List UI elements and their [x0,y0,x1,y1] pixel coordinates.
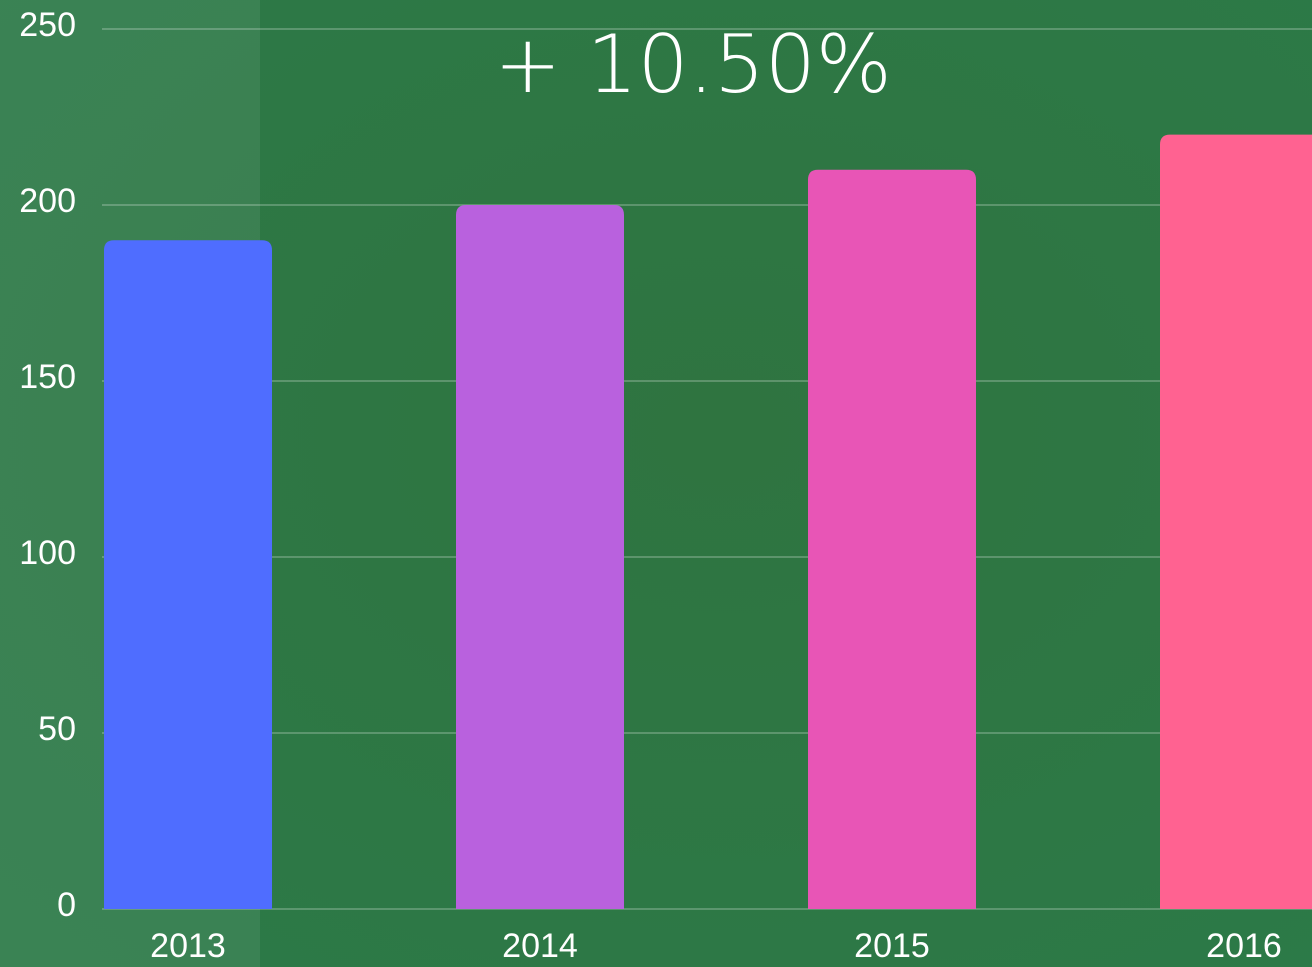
x-tick-label: 2015 [854,927,930,965]
y-tick-label: 200 [19,182,76,220]
y-tick-label: 150 [19,358,76,396]
bar [808,170,976,909]
y-tick-label: 250 [19,6,76,44]
y-tick-label: 0 [57,886,76,924]
annotation: + 10.50% [494,18,892,111]
chart: + 10.50% 0 50 100 150 200 250 2013 2014 2015 2016 [0,0,1312,967]
y-tick-label: 50 [38,710,76,748]
page: + 10.50% 0 50 100 150 200 250 2013 2014 2015 2016… [0,0,1312,967]
x-tick-label: 2013 [150,927,226,965]
bar [104,240,272,909]
bar [1160,135,1312,909]
bar [456,205,624,909]
y-tick-label: 100 [19,534,76,572]
x-tick-label: 2014 [502,927,578,965]
x-tick-label: 2016 [1206,927,1282,965]
